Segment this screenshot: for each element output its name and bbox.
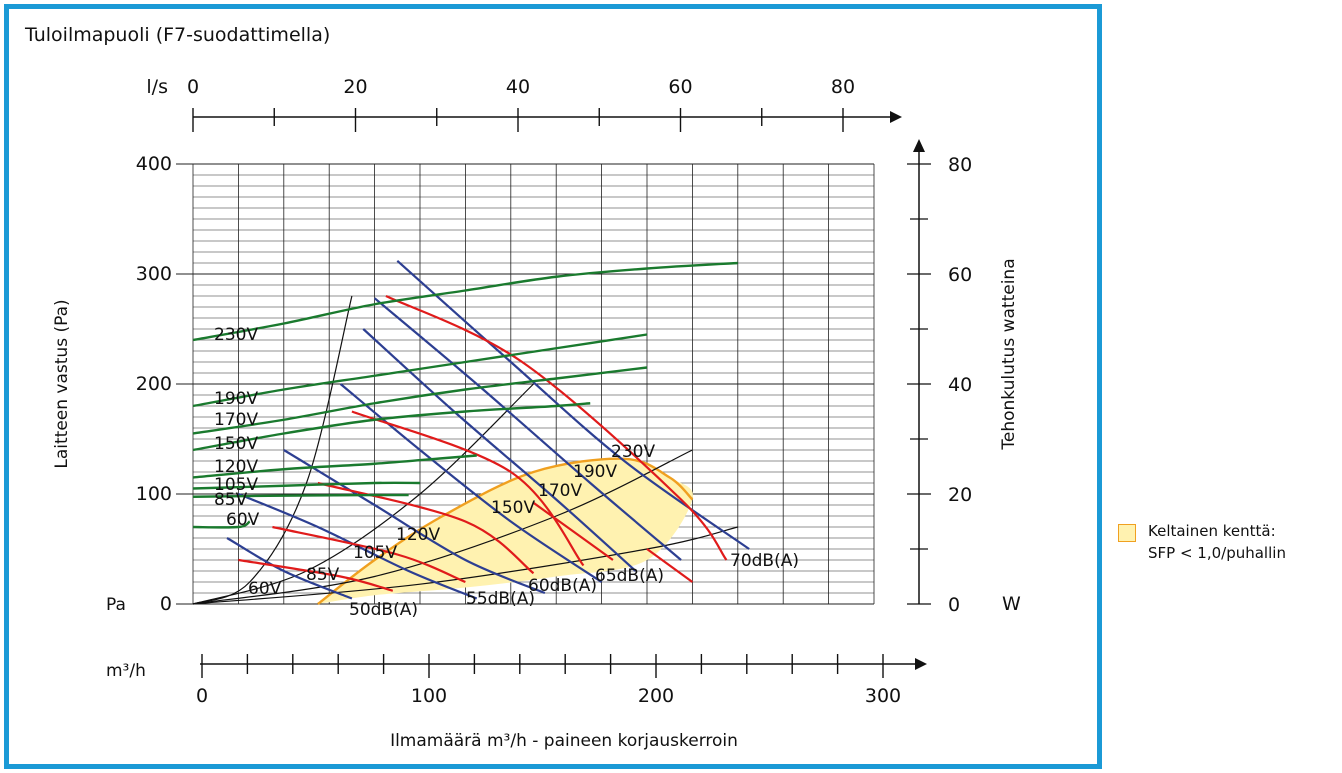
bottom-axis-tick-label: 200: [638, 685, 674, 707]
right-axis-tick-label: 60: [948, 264, 972, 286]
voltage-label-area: 105V: [353, 543, 397, 563]
top-axis-tick-label: 0: [187, 76, 199, 98]
bottom-axis-unit-label: m³/h: [106, 661, 146, 681]
fan-curve: [237, 492, 478, 600]
noise-curve: [532, 501, 614, 561]
power-curve: [192, 493, 409, 498]
top-axis-tick-label: 80: [831, 76, 855, 98]
voltage-label-left: 150V: [214, 434, 258, 454]
fan-curve: [362, 328, 637, 572]
power-curve: [192, 481, 421, 490]
y-axis-title: Laitteen vastus (Pa): [52, 299, 72, 468]
top-axis-tick-label: 20: [343, 76, 367, 98]
power-curve: [192, 402, 591, 452]
bottom-axis-tick-label: 300: [865, 685, 901, 707]
voltage-label-area: 85V: [306, 565, 340, 585]
right-axis-w: [907, 139, 931, 605]
left-axis-tick-label: 0: [160, 593, 172, 615]
noise-curve: [317, 481, 535, 575]
bottom-axis-m3h: 0 100 200 300 m³/h Ilmamäärä m³/h - paineen k…: [106, 654, 927, 751]
right-axis-tick-label: 80: [948, 154, 972, 176]
left-axis-tick-label: 100: [136, 483, 172, 505]
power-curve: [192, 520, 251, 529]
right-axis-unit-label: W: [1002, 593, 1021, 615]
power-curve: [192, 454, 477, 479]
voltage-label-left: 60V: [226, 510, 260, 530]
voltage-label-left: 85V: [214, 490, 248, 510]
legend-line1: Keltainen kenttä:: [1148, 522, 1276, 540]
left-axis-unit-label: Pa: [106, 595, 126, 615]
sfp-area-border: [317, 457, 694, 605]
power-curve: [192, 333, 648, 408]
noise-label: 50dB(A): [349, 600, 418, 620]
power-curve: [192, 366, 648, 435]
voltage-label-area: 60V: [248, 579, 282, 599]
noise-curve: [385, 295, 728, 561]
voltage-label-left: 170V: [214, 410, 258, 430]
axis-text: 0 100 200 300 400 Pa Laitteen vastus (Pa) 0 20 40…: [52, 153, 1021, 620]
left-axis-tick-label: 200: [136, 373, 172, 395]
noise-curves: [238, 295, 728, 592]
voltage-label-area: 230V: [611, 442, 655, 462]
power-curve: [192, 261, 738, 342]
left-axis-tick-label: 300: [136, 263, 172, 285]
bottom-axis-tick-label: 100: [411, 685, 447, 707]
fan-curves: [226, 259, 750, 600]
top-axis-unit-label: l/s: [146, 76, 168, 98]
voltage-label-area: 170V: [538, 481, 582, 501]
voltage-label-area: 120V: [396, 525, 440, 545]
power-curves: [192, 261, 738, 529]
right-axis-tick-label: 40: [948, 374, 972, 396]
voltage-label-area: 190V: [573, 462, 617, 482]
legend-line2: SFP < 1,0/puhallin: [1148, 544, 1286, 562]
voltage-label-left: 120V: [214, 457, 258, 477]
right-axis-title: Tehonkulutus watteina: [999, 258, 1019, 450]
noise-label: 55dB(A): [466, 589, 535, 609]
voltage-label-left: 105V: [214, 475, 258, 495]
x-axis-title: Ilmamäärä m³/h - paineen korjauskerroin: [390, 731, 738, 751]
top-axis-tick-label: 60: [668, 76, 692, 98]
top-axis-ls: 0 20 40 60 80 l/s: [146, 76, 902, 132]
fan-curve: [283, 449, 546, 595]
noise-label: 65dB(A): [595, 566, 664, 586]
right-axis-tick-label: 0: [948, 594, 960, 616]
legend-swatch: [1118, 524, 1136, 542]
left-axis-tick-label: 400: [136, 153, 172, 175]
fan-curve: [339, 383, 603, 583]
voltage-label-area: 150V: [491, 498, 535, 518]
noise-curve: [272, 525, 466, 584]
fan-curve: [373, 297, 682, 561]
system-curve: [192, 383, 534, 605]
noise-label: 70dB(A): [730, 551, 799, 571]
fan-curve: [226, 537, 353, 600]
noise-curve: [238, 558, 394, 592]
noise-label: 60dB(A): [528, 576, 597, 596]
system-curve: [192, 449, 693, 605]
top-axis-tick-label: 40: [506, 76, 530, 98]
bottom-axis-tick-label: 0: [196, 685, 208, 707]
voltage-label-left: 230V: [214, 325, 258, 345]
right-axis-tick-label: 20: [948, 484, 972, 506]
noise-curve: [351, 410, 585, 567]
voltage-label-left: 190V: [214, 389, 258, 409]
chart-title: Tuloilmapuoli (F7-suodattimella): [25, 24, 331, 46]
noise-curve: [646, 548, 694, 583]
sfp-area: [317, 458, 693, 604]
